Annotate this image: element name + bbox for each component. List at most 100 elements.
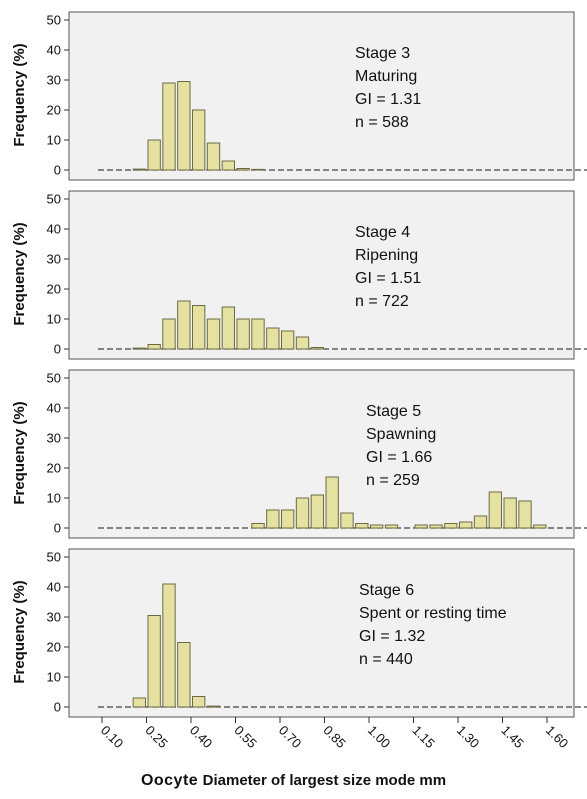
bar <box>295 336 310 350</box>
bar <box>162 583 176 708</box>
bar <box>221 160 236 171</box>
panel-annotation: GI = 1.66 <box>366 449 432 466</box>
y-tick-label: 50 <box>47 550 61 565</box>
bar <box>162 318 176 350</box>
panel-annotation: Ripening <box>355 247 418 264</box>
y-tick-label: 0 <box>54 521 61 536</box>
panel-annotation: GI = 1.32 <box>359 628 425 645</box>
panel-annotation: Maturing <box>355 68 417 85</box>
panel-annotation: Stage 6 <box>359 582 414 599</box>
y-tick-label: 50 <box>47 13 61 28</box>
bar <box>251 168 265 171</box>
panel-annotation: n = 259 <box>366 472 420 489</box>
panel-stage-6: 0 10 20 30 40 50 Frequency (%) Stage 6 Spent or … <box>11 548 587 718</box>
panel-background <box>68 190 575 360</box>
x-tick-label: 1.15 <box>409 723 438 752</box>
bar <box>147 615 161 708</box>
y-tick-label: 30 <box>47 431 61 446</box>
bar <box>236 318 250 350</box>
x-tick-label: 0.70 <box>276 723 305 752</box>
bar <box>192 305 206 350</box>
y-tick-label: 10 <box>47 670 61 685</box>
bar <box>355 523 369 529</box>
y-tick-label: 40 <box>47 43 61 58</box>
panel-annotation: n = 588 <box>355 114 409 131</box>
bar <box>192 109 206 171</box>
bar <box>132 697 147 708</box>
x-tick-label: 1.30 <box>454 723 483 752</box>
panel-annotation: GI = 1.51 <box>355 270 421 287</box>
bar <box>206 142 221 171</box>
bar <box>488 491 502 529</box>
y-tick-label: 10 <box>47 312 61 327</box>
bar <box>236 168 250 171</box>
y-tick-label: 40 <box>47 222 61 237</box>
panel-annotation: Stage 3 <box>355 45 410 62</box>
y-tick-label: 50 <box>47 192 61 207</box>
y-tick-label: 40 <box>47 401 61 416</box>
y-tick-label: 10 <box>47 133 61 148</box>
bar <box>384 524 399 529</box>
y-tick-label: 20 <box>47 103 61 118</box>
x-axis-label: Oocyte Diameter of largest size mode mm <box>0 772 587 790</box>
bar <box>221 306 236 350</box>
y-tick-label: 20 <box>47 640 61 655</box>
panel-annotation: n = 440 <box>359 651 413 668</box>
bar <box>414 524 428 529</box>
panel-background <box>68 548 575 718</box>
y-tick-label: 50 <box>47 371 61 386</box>
y-axis-label: Frequency (%) <box>11 401 28 504</box>
panel-annotation: Spawning <box>366 426 436 443</box>
bar <box>473 515 488 529</box>
bar <box>251 523 265 529</box>
x-tick-label: 0.40 <box>187 723 216 752</box>
y-tick-label: 0 <box>54 163 61 178</box>
bar <box>533 524 547 529</box>
y-axis-label: Frequency (%) <box>11 580 28 683</box>
bar <box>206 318 221 350</box>
bar <box>147 139 161 171</box>
bar <box>266 327 280 350</box>
bar <box>132 168 147 171</box>
bar <box>429 524 443 529</box>
bar <box>266 509 280 529</box>
bar <box>370 524 384 529</box>
x-tick-label: 0.25 <box>142 723 171 752</box>
bar <box>281 330 295 350</box>
bar <box>192 696 206 708</box>
bar <box>310 347 324 350</box>
y-tick-label: 20 <box>47 461 61 476</box>
y-axis-label: Frequency (%) <box>11 43 28 146</box>
bar <box>444 523 458 529</box>
panel-annotation: Stage 5 <box>366 403 421 420</box>
bar <box>518 500 532 529</box>
bar <box>206 705 221 708</box>
bar <box>503 497 517 529</box>
y-tick-label: 10 <box>47 491 61 506</box>
panel-annotation: n = 722 <box>355 293 409 310</box>
x-tick-label: 1.00 <box>365 723 394 752</box>
panel-annotation: Stage 4 <box>355 224 410 241</box>
x-tick-label: 1.45 <box>498 723 527 752</box>
x-axis-ticks: 0.10 0.25 0.40 0.55 0.70 0.85 1.00 1.15 1.30 1.45… <box>98 717 572 752</box>
x-axis-label-prefix: Oocyte <box>140 772 199 789</box>
bar <box>147 344 161 350</box>
bar <box>459 521 473 529</box>
bar <box>295 497 310 529</box>
y-tick-label: 0 <box>54 700 61 715</box>
x-tick-label: 1.60 <box>543 723 572 752</box>
panel-background <box>68 11 575 181</box>
bar <box>251 318 265 350</box>
bar <box>177 300 191 350</box>
x-axis-label-text: Diameter of largest size mode mm <box>202 772 447 789</box>
y-tick-label: 40 <box>47 580 61 595</box>
bar <box>132 347 147 350</box>
x-tick-label: 0.55 <box>231 723 260 752</box>
y-tick-label: 30 <box>47 73 61 88</box>
bar <box>310 494 324 529</box>
x-tick-label: 0.85 <box>320 723 349 752</box>
panel-annotation: Spent or resting time <box>359 605 507 622</box>
